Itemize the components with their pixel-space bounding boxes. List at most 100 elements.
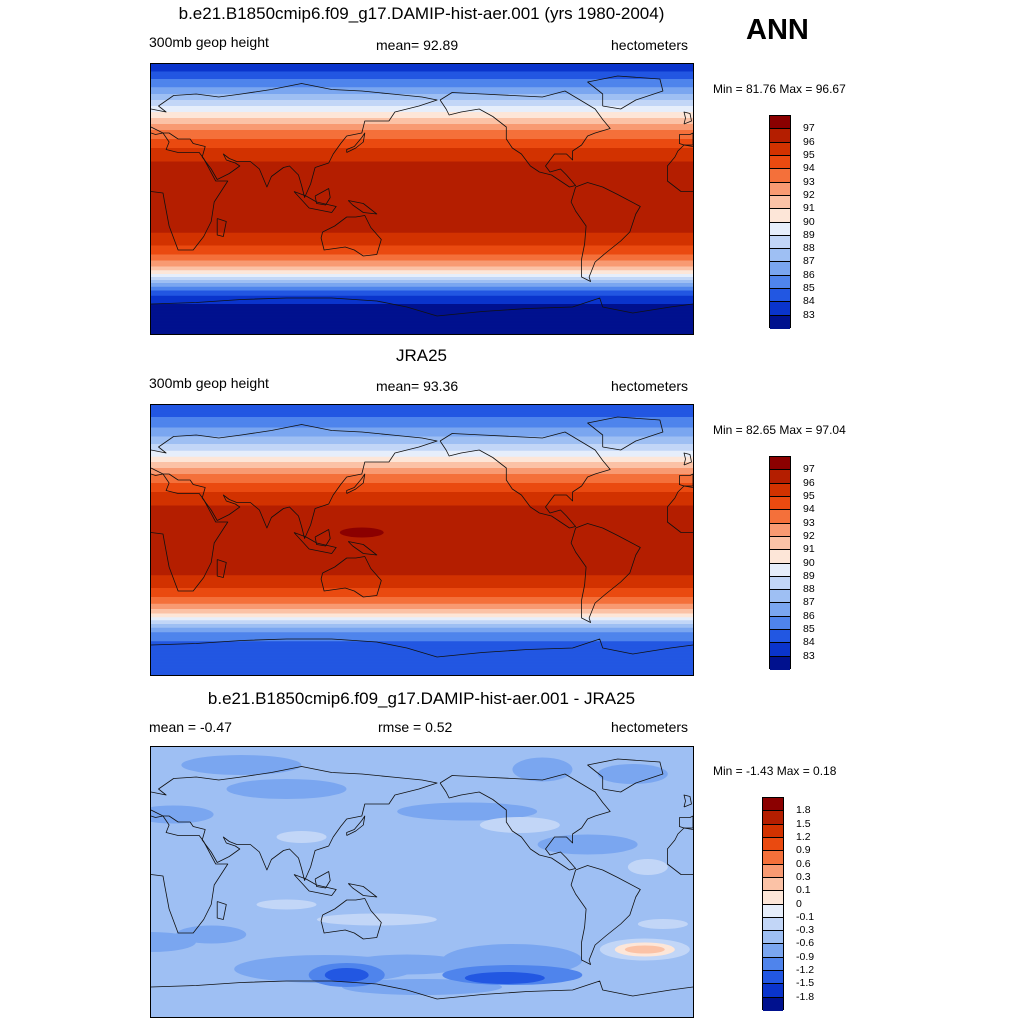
contour-band bbox=[151, 648, 693, 651]
contour-band bbox=[151, 247, 693, 249]
contour-band bbox=[151, 206, 693, 208]
contour-band bbox=[151, 627, 693, 630]
colorbar-tick-label: 91 bbox=[803, 543, 815, 556]
contour-band bbox=[151, 520, 693, 522]
colorbar-tick-label: 0.1 bbox=[796, 884, 811, 897]
contour-band bbox=[151, 298, 693, 301]
contour-band bbox=[151, 331, 693, 333]
colorbar-tick-label: 85 bbox=[803, 282, 815, 295]
contour-band bbox=[151, 632, 693, 634]
contour-band bbox=[151, 424, 693, 426]
contour-band bbox=[151, 500, 693, 502]
contour-band bbox=[151, 509, 693, 511]
coastline bbox=[293, 532, 337, 554]
contour-band bbox=[151, 570, 693, 573]
coastline bbox=[346, 132, 366, 153]
colorbar-tick-label: 88 bbox=[803, 583, 815, 596]
contour-band bbox=[151, 574, 693, 576]
contour-band bbox=[151, 451, 693, 453]
contour-band bbox=[151, 546, 693, 549]
contour-band bbox=[151, 160, 693, 162]
contour-band bbox=[151, 81, 693, 83]
contour-band bbox=[151, 171, 693, 173]
contour-band bbox=[151, 177, 693, 179]
contour-band bbox=[151, 503, 693, 505]
contour-band bbox=[151, 480, 693, 482]
contour-band bbox=[151, 640, 693, 642]
contour-band bbox=[151, 486, 693, 488]
contour-band bbox=[151, 68, 693, 70]
contour-band bbox=[151, 549, 693, 551]
contour-band bbox=[151, 241, 693, 243]
contour-band bbox=[151, 121, 693, 124]
panel-diff-title: b.e21.B1850cmip6.f09_g17.DAMIP-hist-aer.… bbox=[207, 689, 636, 708]
contour-band bbox=[151, 193, 693, 196]
contour-band bbox=[151, 232, 693, 234]
colorbar-tick-label: -0.6 bbox=[796, 937, 815, 950]
contour-band bbox=[151, 492, 693, 494]
colorbar-swatch bbox=[770, 550, 790, 564]
contour-band bbox=[151, 483, 693, 486]
contour-band bbox=[151, 108, 693, 110]
contour-band bbox=[151, 406, 693, 408]
panel-obs-colorbar: 97 96 95 94 93 92 91 90 89 88 87 86 85 84 83 bbox=[769, 456, 849, 670]
contour-band bbox=[151, 113, 693, 115]
contour-band bbox=[151, 609, 693, 611]
contour-band bbox=[151, 532, 693, 534]
panel-obs-units: hectometers bbox=[611, 378, 689, 394]
contour-band bbox=[151, 423, 693, 425]
contour-band bbox=[151, 471, 693, 474]
contour-band bbox=[151, 420, 693, 422]
colorbar-tick-label: -1.5 bbox=[796, 977, 815, 990]
contour-band bbox=[151, 107, 693, 109]
contour-band bbox=[151, 143, 693, 145]
contour-band bbox=[151, 148, 693, 150]
contour-band bbox=[151, 205, 693, 207]
contour-band bbox=[151, 187, 693, 190]
contour-band bbox=[151, 613, 693, 615]
contour-band bbox=[151, 482, 693, 484]
contour-band bbox=[151, 262, 693, 264]
contour-band bbox=[151, 114, 693, 116]
contour-band bbox=[151, 263, 693, 265]
contour-band bbox=[151, 477, 693, 479]
panel-model-mean: mean= 92.89 bbox=[376, 37, 459, 53]
contour-band bbox=[151, 501, 693, 503]
contour-band bbox=[151, 472, 693, 474]
colorbar-swatch bbox=[770, 116, 790, 130]
contour-band bbox=[151, 314, 693, 316]
contour-band bbox=[151, 210, 693, 212]
contour-band bbox=[151, 426, 693, 429]
contour-band bbox=[151, 662, 693, 664]
contour-band bbox=[151, 184, 693, 187]
contour-band bbox=[151, 229, 693, 231]
contour-band bbox=[151, 132, 693, 134]
contour-band bbox=[151, 603, 693, 605]
contour-band bbox=[151, 223, 693, 225]
contour-band bbox=[151, 319, 693, 321]
contour-band bbox=[151, 423, 693, 426]
contour-band bbox=[151, 412, 693, 414]
contour-band bbox=[151, 327, 693, 329]
contour-band bbox=[151, 667, 693, 669]
contour-band bbox=[151, 82, 693, 85]
contour-feature bbox=[181, 755, 302, 775]
contour-band bbox=[151, 460, 693, 462]
contour-band bbox=[151, 635, 693, 637]
contour-band bbox=[151, 256, 693, 259]
contour-band bbox=[151, 572, 693, 574]
contour-band bbox=[151, 303, 693, 305]
contour-band bbox=[151, 253, 693, 255]
contour-band bbox=[151, 173, 693, 175]
contour-band bbox=[151, 447, 693, 449]
contour-band bbox=[151, 217, 693, 219]
contour-band bbox=[151, 102, 693, 104]
contour-band bbox=[151, 544, 693, 546]
contour-band bbox=[151, 562, 693, 564]
contour-band bbox=[151, 411, 693, 413]
contour-band bbox=[151, 141, 693, 143]
contour-band bbox=[151, 251, 693, 253]
contour-band bbox=[151, 556, 693, 558]
contour-band bbox=[151, 479, 693, 481]
contour-band bbox=[151, 163, 693, 165]
